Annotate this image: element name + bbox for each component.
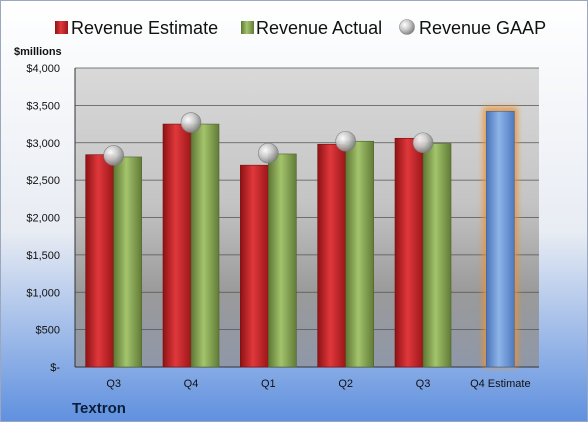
bar-revenue-estimate: [486, 111, 515, 368]
y-tick-label: $3,500: [26, 100, 60, 112]
x-tick-label: Q3: [106, 378, 121, 390]
legend-swatch-revenue-estimate: [55, 21, 68, 34]
y-tick-label: $500: [36, 325, 60, 337]
legend-swatch-revenue-gaap: [399, 19, 415, 35]
company-name: Textron: [72, 400, 126, 417]
y-tick-label: $4,000: [26, 63, 60, 75]
gaap-markers: [103, 112, 434, 166]
y-tick-label: $2,000: [26, 213, 60, 225]
legend: Revenue Estimate Revenue Actual Revenue …: [55, 18, 546, 38]
bar-revenue-actual: [268, 153, 297, 368]
legend-label-revenue-actual: Revenue Actual: [256, 18, 382, 38]
bar-revenue-actual: [345, 140, 374, 368]
y-tick-label: $1,500: [26, 250, 60, 262]
y-axis-ticks: $- $500 $1,000 $1,500 $2,000 $2,500 $3,000 $3,5…: [26, 63, 60, 374]
marker-revenue-gaap: [412, 132, 434, 154]
marker-revenue-gaap: [335, 130, 356, 152]
marker-revenue-gaap: [103, 145, 124, 166]
gridlines: [74, 67, 539, 368]
x-tick-label: Q3: [416, 378, 431, 390]
bar-revenue-estimate: [162, 123, 192, 368]
bar-revenue-estimate: [317, 143, 346, 368]
x-axis-ticks: Q3 Q4 Q1 Q2 Q3 Q4 Estimate: [106, 378, 530, 390]
y-tick-label: $-: [50, 362, 60, 374]
y-tick-label: $1,000: [26, 287, 60, 299]
bar-revenue-actual: [422, 143, 452, 368]
bar-revenue-estimate: [85, 154, 114, 368]
legend-swatch-revenue-actual: [241, 21, 254, 34]
x-tick-label: Q4: [184, 378, 199, 390]
legend-label-revenue-gaap: Revenue GAAP: [419, 18, 546, 38]
legend-label-revenue-estimate: Revenue Estimate: [71, 18, 218, 38]
bars: [85, 107, 518, 368]
x-tick-label: Q1: [261, 378, 276, 390]
bar-revenue-actual: [190, 123, 220, 368]
y-axis-unit-label: $millions: [14, 46, 62, 58]
bar-revenue-actual: [113, 156, 142, 368]
marker-revenue-gaap: [180, 112, 202, 133]
y-tick-label: $2,500: [26, 175, 60, 187]
x-tick-label: Q4 Estimate: [470, 378, 531, 390]
marker-revenue-gaap: [258, 142, 279, 164]
y-tick-label: $3,000: [26, 138, 60, 150]
x-tick-label: Q2: [338, 378, 353, 390]
bar-revenue-estimate: [394, 137, 424, 368]
bar-revenue-estimate: [240, 164, 269, 368]
